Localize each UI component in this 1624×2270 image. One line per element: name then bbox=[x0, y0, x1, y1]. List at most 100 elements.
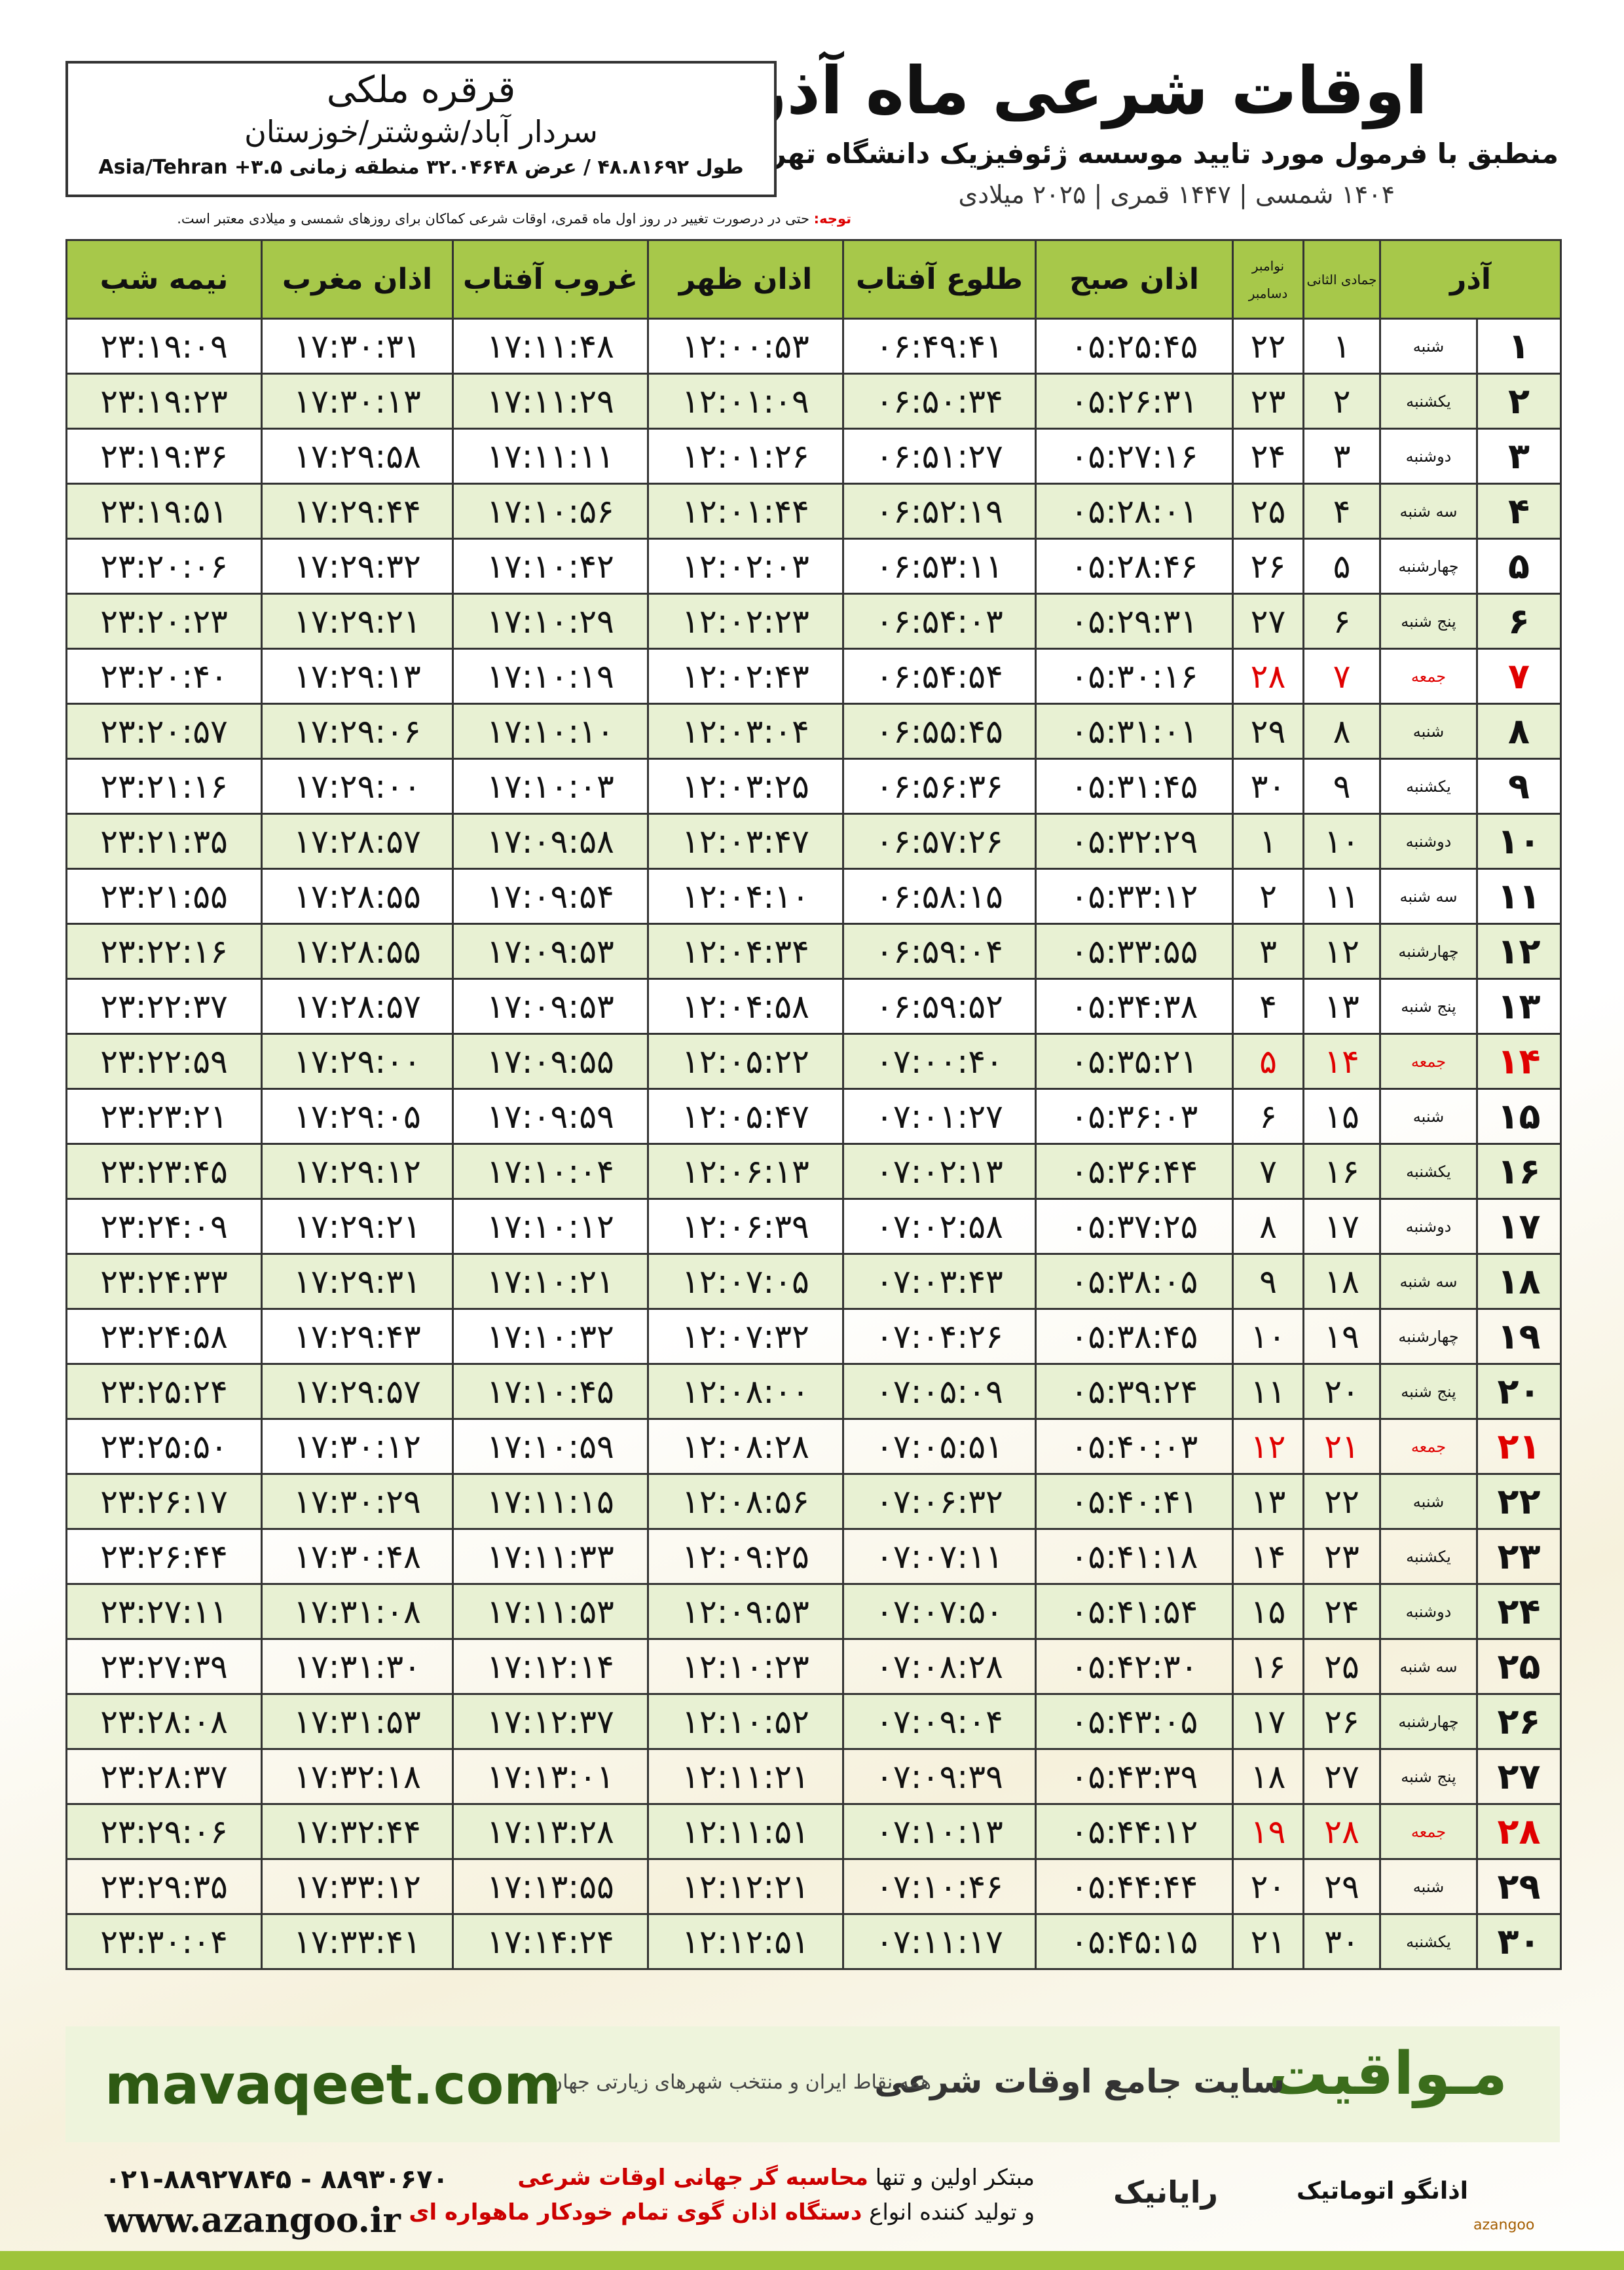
cell: ۰۵:۲۸:۴۶ bbox=[1035, 538, 1234, 595]
cell: ۱۲:۰۸:۵۶ bbox=[647, 1473, 844, 1530]
cell: ۲۲ bbox=[1232, 318, 1304, 375]
cell: ۰۷:۰۶:۳۲ bbox=[842, 1473, 1037, 1530]
cell: ۰۵:۴۳:۰۵ bbox=[1035, 1693, 1234, 1750]
cell: ۱۷ bbox=[1302, 1198, 1381, 1255]
cell: ۱۲:۰۴:۱۰ bbox=[647, 868, 844, 925]
cell: ۰۶:۵۶:۳۶ bbox=[842, 758, 1037, 815]
header-row: آذر جمادی الثانی نوامبر دسامبر اذان صبح طل… bbox=[65, 239, 1562, 320]
site-url: mavaqeet.com bbox=[105, 2053, 561, 2117]
cell: ۲۶ bbox=[1302, 1693, 1381, 1750]
cell: ۱۸ bbox=[1476, 1253, 1562, 1310]
brand: مـواقیت bbox=[1268, 2039, 1507, 2108]
cell: ۰۷:۰۹:۰۴ bbox=[842, 1693, 1037, 1750]
cell: ۰۵:۴۰:۴۱ bbox=[1035, 1473, 1234, 1530]
cell: ۱۷:۳۱:۵۳ bbox=[261, 1693, 454, 1750]
cell: ۱۲:۰۱:۰۹ bbox=[647, 373, 844, 430]
cell: دوشنبه bbox=[1379, 1583, 1478, 1640]
cell: ۰۵:۳۹:۲۴ bbox=[1035, 1363, 1234, 1420]
cell: ۱۷:۲۹:۳۲ bbox=[261, 538, 454, 595]
cell: ۱۷:۱۰:۴۲ bbox=[452, 538, 649, 595]
cell: ۱۷:۲۸:۵۷ bbox=[261, 978, 454, 1035]
cell: ۲۹ bbox=[1302, 1858, 1381, 1915]
logo: azangoo bbox=[1473, 2217, 1535, 2233]
cell: ۱۲:۱۰:۲۳ bbox=[647, 1638, 844, 1695]
cell: ۲۱ bbox=[1232, 1913, 1304, 1970]
cell: ۱۷:۲۹:۳۱ bbox=[261, 1253, 454, 1310]
cell: ۰۷:۰۵:۰۹ bbox=[842, 1363, 1037, 1420]
cell: چهارشنبه bbox=[1379, 1693, 1478, 1750]
cell: ۰۵:۴۰:۰۳ bbox=[1035, 1418, 1234, 1475]
cell: ۱۷:۳۰:۴۸ bbox=[261, 1528, 454, 1585]
cell: ۱۲ bbox=[1302, 923, 1381, 980]
cell: ۱۲:۱۱:۵۱ bbox=[647, 1803, 844, 1860]
table-row: ۳ دوشنبه ۳ ۲۴ ۰۵:۲۷:۱۶ ۰۶:۵۱:۲۷ ۱۲:۰۱:۲۶ ۱۷:۱۱:… bbox=[65, 428, 1562, 485]
subtitle: منطبق با فرمول مورد تایید موسسه ژئوفیزیک… bbox=[737, 138, 1559, 170]
table-row: ۲۹ شنبه ۲۹ ۲۰ ۰۵:۴۴:۴۴ ۰۷:۱۰:۴۶ ۱۲:۱۲:۲۱ ۱۷:۱۳:… bbox=[65, 1858, 1562, 1915]
month-header: آذر bbox=[1379, 239, 1562, 320]
cell: ۰۵:۴۱:۱۸ bbox=[1035, 1528, 1234, 1585]
cell: ۰۵:۳۷:۲۵ bbox=[1035, 1198, 1234, 1255]
cell: ۲۳:۲۲:۳۷ bbox=[65, 978, 263, 1035]
cell: ۰۷:۱۰:۱۳ bbox=[842, 1803, 1037, 1860]
cell: ۲۳:۱۹:۲۳ bbox=[65, 373, 263, 430]
banner-sub: همه نقاط ایران و منتخب شهرهای زیارتی جها… bbox=[548, 2071, 931, 2094]
cell: ۲۳:۱۹:۳۶ bbox=[65, 428, 263, 485]
cell: ۰۷:۰۰:۴۰ bbox=[842, 1033, 1037, 1090]
cell: ۲۳:۲۲:۱۶ bbox=[65, 923, 263, 980]
cell: یکشنبه bbox=[1379, 373, 1478, 430]
cell: ۱۱ bbox=[1476, 868, 1562, 925]
cell: ۱۷:۲۹:۰۶ bbox=[261, 703, 454, 760]
cell: ۲۷ bbox=[1476, 1748, 1562, 1805]
cell: ۰۶:۵۹:۵۲ bbox=[842, 978, 1037, 1035]
cell: ۱۷:۳۰:۳۱ bbox=[261, 318, 454, 375]
cell: ۱۷:۲۹:۲۱ bbox=[261, 593, 454, 650]
cell: ۲ bbox=[1476, 373, 1562, 430]
cell: ۰۶:۵۸:۱۵ bbox=[842, 868, 1037, 925]
table-row: ۱۰ دوشنبه ۱۰ ۱ ۰۵:۳۲:۲۹ ۰۶:۵۷:۲۶ ۱۲:۰۳:۴۷ ۱۷:۰۹… bbox=[65, 813, 1562, 870]
cell: ۱۷:۱۲:۳۷ bbox=[452, 1693, 649, 1750]
cell: ۲۵ bbox=[1232, 483, 1304, 540]
location-coords: طول ۴۸.۸۱۶۹۲ / عرض ۳۲.۰۴۶۴۸ منطقه زمانی … bbox=[98, 156, 744, 179]
cell: ۰۵:۳۲:۲۹ bbox=[1035, 813, 1234, 870]
location-region: سردار آباد/شوشتر/خوزستان bbox=[244, 114, 598, 149]
time-header: اذان ظهر bbox=[647, 239, 844, 320]
cell: ۲۳:۲۵:۲۴ bbox=[65, 1363, 263, 1420]
cell: ۱۷:۱۱:۴۸ bbox=[452, 318, 649, 375]
cell: پنج شنبه bbox=[1379, 978, 1478, 1035]
greg-top: نوامبر bbox=[1251, 257, 1285, 274]
cell: یکشنبه bbox=[1379, 1143, 1478, 1200]
cell: ۱۳ bbox=[1476, 978, 1562, 1035]
cell: ۲۳ bbox=[1232, 373, 1304, 430]
cell: ۰۶:۵۷:۲۶ bbox=[842, 813, 1037, 870]
cell: ۰۵:۳۰:۱۶ bbox=[1035, 648, 1234, 705]
cell: ۲۳:۲۳:۴۵ bbox=[65, 1143, 263, 1200]
tagline: سایت جامع اوقات شرعی bbox=[874, 2062, 1285, 2100]
cell: ۲۳:۲۵:۵۰ bbox=[65, 1418, 263, 1475]
cell: ۱۵ bbox=[1232, 1583, 1304, 1640]
cell: ۱۷:۳۳:۴۱ bbox=[261, 1913, 454, 1970]
cell: ۱۷:۲۹:۰۰ bbox=[261, 1033, 454, 1090]
cell: ۱۲:۰۸:۰۰ bbox=[647, 1363, 844, 1420]
cell: ۰۵:۳۵:۲۱ bbox=[1035, 1033, 1234, 1090]
cell: ۱۷:۲۹:۰۵ bbox=[261, 1088, 454, 1145]
cell: ۱۷:۰۹:۵۳ bbox=[452, 923, 649, 980]
cell: ۹ bbox=[1302, 758, 1381, 815]
table-row: ۲۰ پنج شنبه ۲۰ ۱۱ ۰۵:۳۹:۲۴ ۰۷:۰۵:۰۹ ۱۲:۰۸:۰۰ ۱۷… bbox=[65, 1363, 1562, 1420]
cell: ۱۷:۱۱:۵۳ bbox=[452, 1583, 649, 1640]
table-row: ۸ شنبه ۸ ۲۹ ۰۵:۳۱:۰۱ ۰۶:۵۵:۴۵ ۱۲:۰۳:۰۴ ۱۷:۱۰:۱۰… bbox=[65, 703, 1562, 760]
cell: ۶ bbox=[1302, 593, 1381, 650]
table-row: ۵ چهارشنبه ۵ ۲۶ ۰۵:۲۸:۴۶ ۰۶:۵۳:۱۱ ۱۲:۰۲:۰۳ ۱۷:۱… bbox=[65, 538, 1562, 595]
cell: ۱۸ bbox=[1302, 1253, 1381, 1310]
cell: یکشنبه bbox=[1379, 1913, 1478, 1970]
cell: ۱۷:۱۰:۴۵ bbox=[452, 1363, 649, 1420]
cell: ۲۳:۲۱:۳۵ bbox=[65, 813, 263, 870]
cell: ۵ bbox=[1232, 1033, 1304, 1090]
table-row: ۱ شنبه ۱ ۲۲ ۰۵:۲۵:۴۵ ۰۶:۴۹:۴۱ ۱۲:۰۰:۵۳ ۱۷:۱۱:۴۸… bbox=[65, 318, 1562, 375]
dates: ۱۴۰۴ شمسی | ۱۴۴۷ قمری | ۲۰۲۵ میلادی bbox=[958, 180, 1395, 209]
cell: یکشنبه bbox=[1379, 1528, 1478, 1585]
logo: اذانگو اتوماتیک bbox=[1297, 2178, 1469, 2205]
cell: ۰۵:۴۳:۳۹ bbox=[1035, 1748, 1234, 1805]
cell: ۱۷:۳۳:۱۲ bbox=[261, 1858, 454, 1915]
cell: چهارشنبه bbox=[1379, 923, 1478, 980]
table-row: ۲۲ شنبه ۲۲ ۱۳ ۰۵:۴۰:۴۱ ۰۷:۰۶:۳۲ ۱۲:۰۸:۵۶ ۱۷:۱۱:… bbox=[65, 1473, 1562, 1530]
